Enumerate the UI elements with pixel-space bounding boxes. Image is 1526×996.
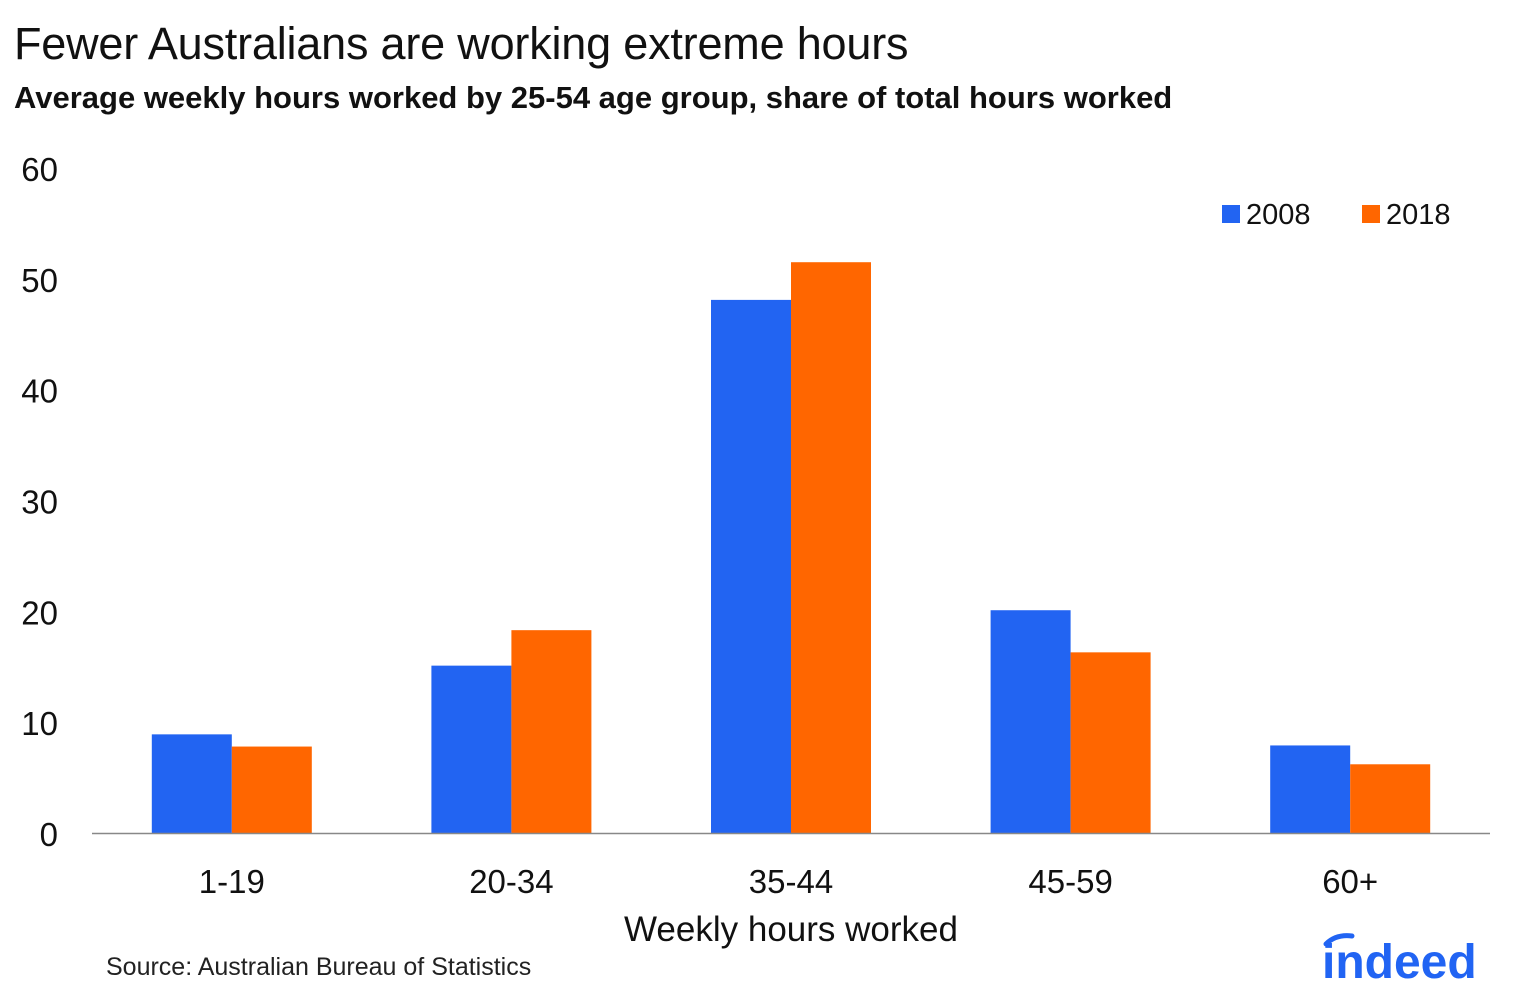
legend-swatch-2008 xyxy=(1222,205,1240,223)
x-tick-label: 60+ xyxy=(1322,863,1378,900)
chart-title: Fewer Australians are working extreme ho… xyxy=(14,18,909,69)
x-tick-label: 45-59 xyxy=(1028,863,1112,900)
bar-2008-1-19 xyxy=(151,734,232,833)
indeed-logo-text: indeed xyxy=(1322,936,1477,989)
y-tick-label: 60 xyxy=(21,151,58,188)
legend: 2008 2018 xyxy=(1222,199,1451,231)
y-tick-label: 40 xyxy=(21,373,58,410)
chart-subtitle: Average weekly hours worked by 25-54 age… xyxy=(14,80,1173,115)
x-tick-label: 35-44 xyxy=(749,863,833,900)
y-axis: 0 10 20 30 40 50 60 xyxy=(21,151,58,853)
bar-2008-35-44 xyxy=(711,299,791,833)
y-tick-label: 10 xyxy=(21,705,58,742)
x-axis: 1-19 20-34 35-44 45-59 60+ xyxy=(199,863,1378,900)
bars xyxy=(151,262,1431,833)
x-tick-label: 1-19 xyxy=(199,863,265,900)
bar-2018-35-44 xyxy=(791,262,871,833)
bar-2018-60+ xyxy=(1350,764,1431,833)
bar-2018-20-34 xyxy=(511,630,592,833)
y-tick-label: 30 xyxy=(21,484,58,521)
legend-swatch-2018 xyxy=(1362,205,1380,223)
bar-chart: 0 10 20 30 40 50 60 1-19 20-34 35-44 45-59 60+ Wee… xyxy=(21,151,1490,949)
indeed-logo-arc-icon xyxy=(1323,933,1355,947)
bar-2008-20-34 xyxy=(431,665,512,833)
y-tick-label: 50 xyxy=(21,262,58,299)
bar-2018-1-19 xyxy=(231,746,312,833)
bar-2008-60+ xyxy=(1270,745,1351,833)
legend-label-2008: 2008 xyxy=(1246,199,1311,231)
indeed-logo: indeed xyxy=(1322,933,1477,989)
x-axis-title: Weekly hours worked xyxy=(624,910,958,949)
bar-2008-45-59 xyxy=(990,610,1071,833)
x-tick-label: 20-34 xyxy=(469,863,553,900)
source-note: Source: Australian Bureau of Statistics xyxy=(106,953,532,981)
y-tick-label: 0 xyxy=(40,816,58,853)
y-tick-label: 20 xyxy=(21,594,58,631)
bar-2018-45-59 xyxy=(1070,652,1151,833)
legend-label-2018: 2018 xyxy=(1386,199,1451,231)
